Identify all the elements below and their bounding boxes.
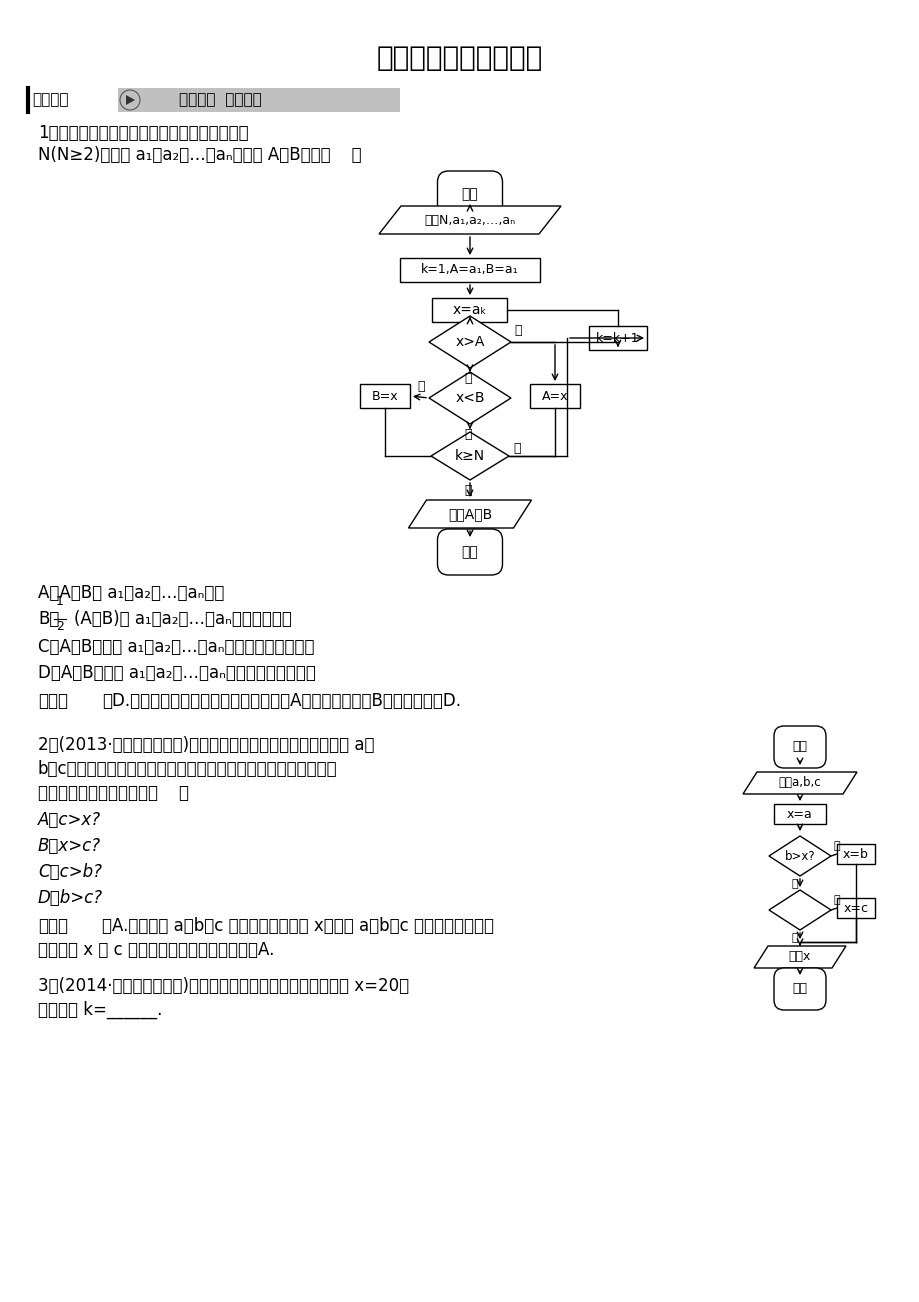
Bar	[118, 89, 400, 112]
Text: 输入N,a₁,a₂,…,aₙ: 输入N,a₁,a₂,…,aₙ	[424, 214, 515, 227]
Text: C．c>b?: C．c>b?	[38, 863, 102, 881]
Text: 否: 否	[513, 441, 520, 454]
Text: 开始: 开始	[791, 741, 807, 754]
Polygon shape	[379, 206, 561, 234]
Text: x>A: x>A	[455, 335, 484, 349]
Text: x=c: x=c	[843, 901, 868, 914]
Text: 是: 是	[417, 379, 425, 392]
Text: A=x: A=x	[541, 389, 568, 402]
Polygon shape	[754, 947, 845, 967]
Text: k≥N: k≥N	[454, 449, 484, 464]
Text: 试题体验: 试题体验	[32, 92, 68, 108]
Bar	[359, 384, 410, 408]
Text: B．: B．	[38, 611, 60, 628]
Text: 2．(2013·长春市高三质检)如图的程序框图，如果输入三个实数 a，: 2．(2013·长春市高三质检)如图的程序框图，如果输入三个实数 a，	[38, 736, 374, 754]
Text: 结束: 结束	[461, 546, 478, 559]
Polygon shape	[408, 500, 531, 529]
Text: N(N≥2)和实数 a₁，a₂，…，aₙ，输出 A，B，则（    ）: N(N≥2)和实数 a₁，a₂，…，aₙ，输出 A，B，则（ ）	[38, 146, 361, 164]
Text: x<B: x<B	[455, 391, 484, 405]
Bar	[529, 384, 579, 408]
FancyBboxPatch shape	[773, 727, 825, 768]
Text: 3．(2014·温州市高三质检)按如图所示的程序框图运算，若输入 x=20，: 3．(2014·温州市高三质检)按如图所示的程序框图运算，若输入 x=20，	[38, 976, 409, 995]
Polygon shape	[428, 372, 510, 424]
Text: A．A＋B为 a₁，a₂，…，aₙ的和: A．A＋B为 a₁，a₂，…，aₙ的和	[38, 585, 224, 602]
Text: 该填入下面四个选项中的（    ）: 该填入下面四个选项中的（ ）	[38, 784, 188, 802]
Text: 开始: 开始	[461, 187, 478, 201]
Polygon shape	[430, 432, 508, 480]
Text: 选D.由图易知，该程序框图的功能是选择A的最大数和选择B的最小数，选D.: 选D.由图易知，该程序框图的功能是选择A的最大数和选择B的最小数，选D.	[102, 691, 460, 710]
Text: 解析：: 解析：	[38, 917, 68, 935]
Text: b，c，要求输出这三个数中最大的数，那么在空白的判断框中，应: b，c，要求输出这三个数中最大的数，那么在空白的判断框中，应	[38, 760, 337, 779]
Text: 输入a,b,c: 输入a,b,c	[777, 776, 821, 789]
Text: 否: 否	[463, 428, 471, 441]
Bar	[836, 844, 874, 865]
Bar	[432, 298, 507, 322]
Text: D．b>c?: D．b>c?	[38, 889, 103, 907]
Text: k=k+1: k=k+1	[596, 332, 639, 345]
Text: A．c>x?: A．c>x?	[38, 811, 101, 829]
Text: x=aₖ: x=aₖ	[452, 303, 487, 316]
Polygon shape	[768, 891, 830, 930]
Text: b>x?: b>x?	[784, 849, 814, 862]
Text: 2: 2	[56, 620, 63, 633]
Polygon shape	[126, 95, 135, 105]
Text: D．A和B分别是 a₁，a₂，…，aₙ中的最大数和最小数: D．A和B分别是 a₁，a₂，…，aₙ中的最大数和最小数	[38, 664, 315, 682]
Text: 否: 否	[791, 934, 798, 943]
Text: k=1,A=a₁,B=a₁: k=1,A=a₁,B=a₁	[421, 263, 518, 276]
Text: 结束: 结束	[791, 983, 807, 996]
Circle shape	[119, 90, 140, 109]
Bar	[588, 326, 646, 350]
Polygon shape	[768, 836, 830, 876]
Text: 否: 否	[463, 372, 471, 385]
Text: 反馈检测  速效提升: 反馈检测 速效提升	[178, 92, 261, 108]
Text: 选A.由于要取 a，b，c 中最大项，输出的 x应当是 a，b，c 中的最大者，所以: 选A.由于要取 a，b，c 中最大项，输出的 x应当是 a，b，c 中的最大者，…	[102, 917, 494, 935]
Bar	[400, 258, 539, 283]
Polygon shape	[743, 772, 857, 794]
FancyBboxPatch shape	[773, 967, 825, 1010]
Text: 输出A，B: 输出A，B	[448, 506, 492, 521]
Text: (A＋B)为 a₁，a₂，…，aₙ的算术平均数: (A＋B)为 a₁，a₂，…，aₙ的算术平均数	[74, 611, 291, 628]
Text: 输出x: 输出x	[788, 950, 811, 963]
FancyBboxPatch shape	[437, 171, 502, 217]
Text: 是: 是	[834, 894, 840, 905]
Text: 否: 否	[791, 879, 798, 889]
Polygon shape	[428, 316, 510, 368]
Text: 应填比较 x 与 c 大小的语句，结合各选项知选A.: 应填比较 x 与 c 大小的语句，结合各选项知选A.	[38, 941, 274, 960]
Bar	[836, 898, 874, 918]
Text: B=x: B=x	[371, 389, 398, 402]
Text: x=a: x=a	[787, 807, 812, 820]
Bar	[773, 805, 825, 824]
Text: 1．如果执行如图所示的程序框图，输入正整数: 1．如果执行如图所示的程序框图，输入正整数	[38, 124, 248, 142]
Text: 是: 是	[514, 323, 521, 336]
Text: 1: 1	[56, 595, 63, 608]
Text: 是: 是	[834, 841, 840, 852]
Text: x=b: x=b	[842, 848, 868, 861]
Text: 则输出的 k=______.: 则输出的 k=______.	[38, 1001, 162, 1019]
Text: B．x>c?: B．x>c?	[38, 837, 101, 855]
Text: C．A和B分别是 a₁，a₂，…，aₙ中的最小数和最大数: C．A和B分别是 a₁，a₂，…，aₙ中的最小数和最大数	[38, 638, 314, 656]
FancyBboxPatch shape	[437, 529, 502, 575]
Text: 是: 是	[463, 484, 471, 497]
Text: 新编高考数学复习资料: 新编高考数学复习资料	[377, 44, 542, 72]
Text: 解析：: 解析：	[38, 691, 68, 710]
